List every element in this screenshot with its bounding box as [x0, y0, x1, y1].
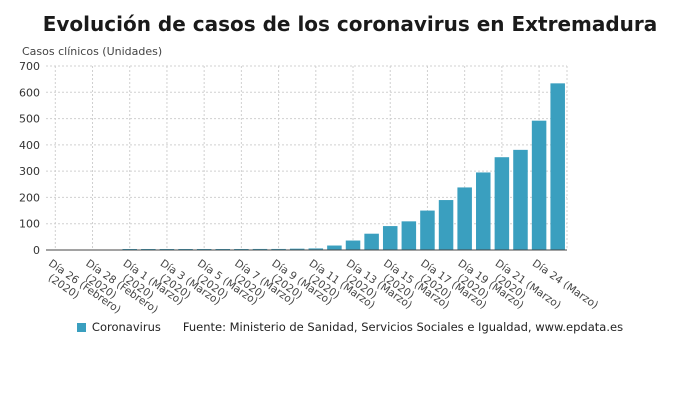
grid-lines [46, 65, 568, 250]
bar [327, 245, 342, 250]
chart-title: Evolución de casos de los coronavirus en… [42, 12, 658, 36]
bar [271, 248, 286, 250]
bars [122, 83, 565, 250]
y-tick-label: 200 [19, 191, 40, 204]
bar [382, 226, 398, 250]
legend-source-text: Fuente: Ministerio de Sanidad, Servicios… [182, 320, 624, 334]
x-tick-label: Día 24 (Marzo) [530, 257, 600, 311]
bar [494, 157, 510, 250]
y-tick-label: 500 [19, 113, 40, 126]
bar [550, 83, 565, 250]
bar [308, 248, 324, 250]
bar [401, 221, 417, 250]
y-tick-label: 700 [19, 60, 40, 73]
y-tick-label: 0 [33, 244, 40, 257]
bar [476, 172, 491, 250]
y-tick-label: 400 [19, 139, 40, 152]
bar [364, 233, 379, 250]
y-tick-label: 100 [19, 218, 40, 231]
y-tick-label: 300 [19, 165, 40, 178]
bar [457, 187, 472, 250]
bar [252, 248, 268, 250]
bar [531, 120, 547, 250]
bar [438, 200, 454, 250]
legend-swatch-coronavirus [76, 322, 86, 332]
bar [345, 240, 361, 250]
bar [420, 210, 435, 250]
bar [289, 248, 305, 250]
y-tick-label: 600 [19, 86, 40, 99]
legend-label-coronavirus: Coronavirus [91, 320, 161, 334]
legend: Coronavirus Fuente: Ministerio de Sanida… [0, 320, 700, 334]
y-axis-title: Casos clínicos (Unidades) [22, 45, 163, 58]
bar [513, 149, 528, 250]
